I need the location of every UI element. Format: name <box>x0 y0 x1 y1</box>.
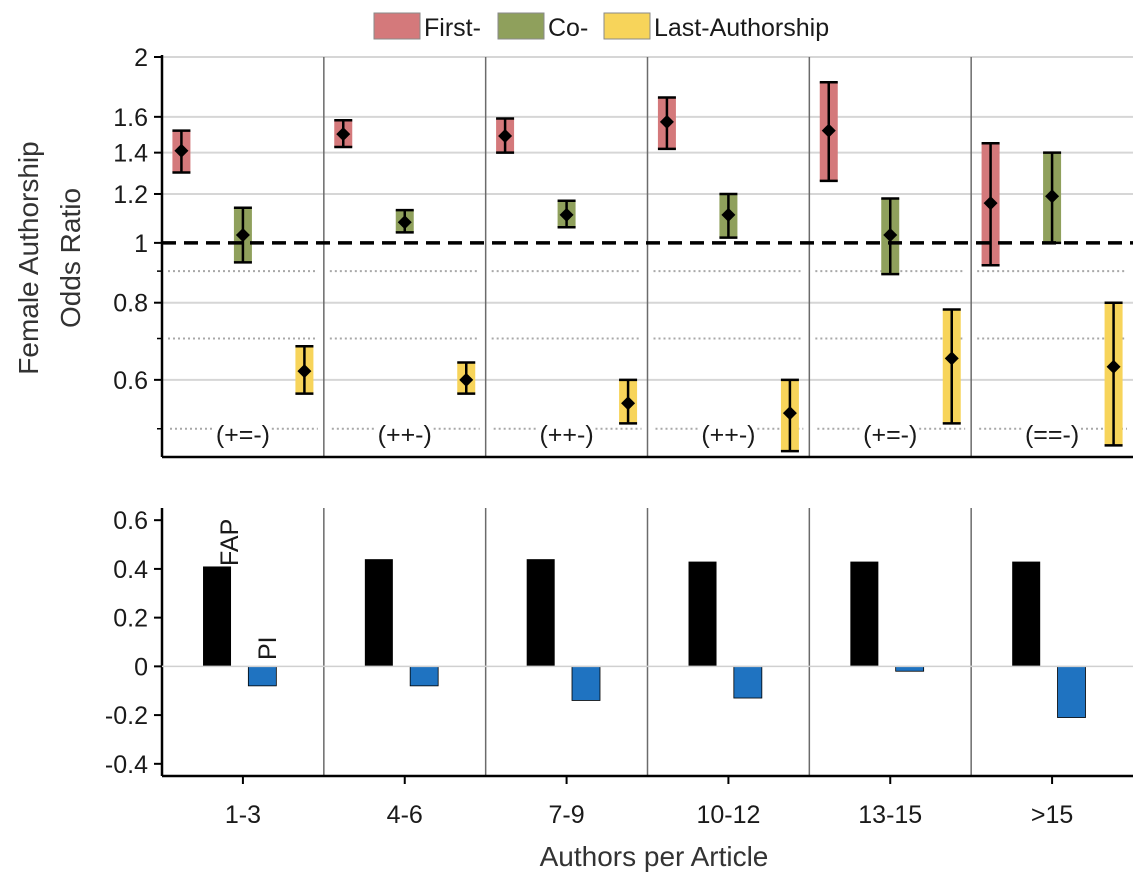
top-category-dividers <box>323 57 972 457</box>
point-estimate <box>782 406 797 421</box>
point-estimate <box>821 123 836 138</box>
x-tick-label: 7-9 <box>549 801 585 829</box>
significance-label: (++-) <box>701 421 755 449</box>
pi-bar <box>733 665 763 699</box>
point-estimate <box>559 207 574 222</box>
odds-ratio-panel: 0.60.811.21.41.62 (+=-) (++-) (++-) (++-) (+… <box>13 44 1133 459</box>
x-axis-title: Authors per Article <box>540 841 769 872</box>
bottom-y-tick-label: 0 <box>134 653 148 681</box>
bottom-y-tick-label: 0.6 <box>113 507 148 535</box>
x-tick-label: >15 <box>1031 801 1073 829</box>
top-y-tick-label: 0.6 <box>113 367 148 395</box>
top-y-tick-label: 1 <box>134 230 148 258</box>
fap-bar <box>203 566 232 667</box>
top-y-tick-label: 1.6 <box>113 104 148 132</box>
point-estimate <box>659 114 674 129</box>
significance-label: (==-) <box>1025 421 1079 449</box>
y-axis-title-line1: Female Authorship <box>13 141 44 374</box>
point-estimate <box>459 372 474 387</box>
bottom-bars <box>203 559 1086 718</box>
legend-swatch-co <box>497 12 545 40</box>
point-estimate <box>297 364 312 379</box>
pi-annotation: PI <box>254 636 282 660</box>
fap-bar <box>688 561 717 667</box>
point-estimate <box>983 196 998 211</box>
point-estimate <box>336 127 351 142</box>
bottom-y-tick-label: 0.2 <box>113 605 148 633</box>
top-y-tick-label: 1.4 <box>113 140 148 168</box>
pi-bar <box>571 665 601 701</box>
top-y-tick-label: 2 <box>134 44 148 72</box>
point-estimate <box>1045 189 1060 204</box>
top-y-tick-label: 0.8 <box>113 290 148 318</box>
point-estimate <box>1106 359 1121 374</box>
significance-label: (+=-) <box>863 421 917 449</box>
bottom-y-tick-label: -0.2 <box>105 702 148 730</box>
significance-label: (+=-) <box>216 421 270 449</box>
x-tick-label: 10-12 <box>696 801 760 829</box>
fap-bar <box>526 559 555 667</box>
point-estimate <box>944 351 959 366</box>
pi-bar <box>247 665 277 687</box>
fap-pi-panel: -0.4 -0.2 0 0.2 0.4 0.6 1-3 4-6 7-9 10-12 13-15 >1… <box>105 507 1133 872</box>
point-estimate <box>883 227 898 242</box>
fap-bar <box>850 561 879 667</box>
point-estimate <box>397 215 412 230</box>
legend-label-co: Co- <box>548 14 588 42</box>
top-y-axis: 0.6 0.8 1 1.2 1.4 1.6 2 <box>113 44 1133 459</box>
significance-label: (++-) <box>378 421 432 449</box>
x-tick-label: 13-15 <box>858 801 922 829</box>
significance-label: (++-) <box>539 421 593 449</box>
legend-swatch-first <box>373 12 421 40</box>
legend: First- Co- Last-Authorship <box>373 12 829 42</box>
top-marks <box>162 81 1133 453</box>
bottom-category-dividers <box>323 508 972 776</box>
pi-bar <box>1057 665 1086 718</box>
bottom-y-tick-label: 0.4 <box>113 556 148 584</box>
y-axis-title-line2: Odds Ratio <box>55 188 86 328</box>
legend-label-last: Last-Authorship <box>654 14 829 42</box>
fap-annotation: FAP <box>216 519 244 566</box>
top-y-tick-label: 1.2 <box>113 181 148 209</box>
legend-label-first: First- <box>424 14 481 42</box>
x-tick-labels: 1-3 4-6 7-9 10-12 13-15 >15 <box>225 776 1073 829</box>
bottom-y-axis: -0.4 -0.2 0 0.2 0.4 0.6 <box>105 507 1133 779</box>
bottom-y-tick-label: -0.4 <box>105 751 148 779</box>
x-tick-label: 4-6 <box>387 801 423 829</box>
legend-swatch-last <box>603 12 651 40</box>
point-estimate <box>498 128 513 143</box>
significance-labels: (+=-) (++-) (++-) (++-) (+=-) (==-) <box>216 421 1079 449</box>
fap-bar <box>364 559 393 667</box>
point-estimate <box>621 396 636 411</box>
point-estimate <box>235 227 250 242</box>
pi-bar <box>409 665 439 687</box>
x-tick-label: 1-3 <box>225 801 261 829</box>
point-estimate <box>174 143 189 158</box>
point-estimate <box>721 207 736 222</box>
fap-bar <box>1012 561 1041 667</box>
